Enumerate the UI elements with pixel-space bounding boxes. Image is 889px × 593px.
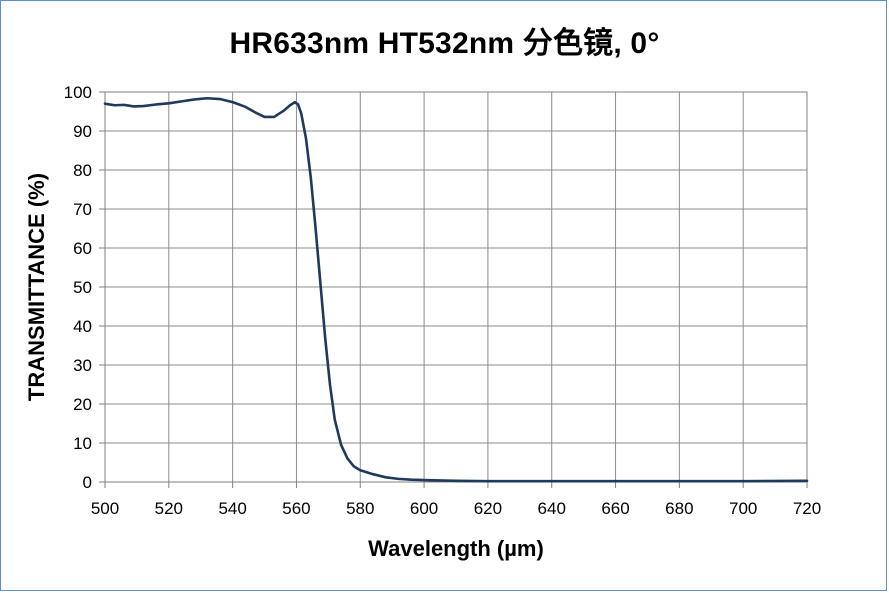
- x-tick-label: 700: [729, 499, 757, 518]
- x-axis: 500 520 540 560 580 600 620 640 660 680 700 720: [91, 482, 821, 518]
- series-line-transmittance: [103, 96, 809, 483]
- x-tick-label: 580: [346, 499, 374, 518]
- y-tick-label: 80: [73, 161, 92, 180]
- y-tick-label: 100: [64, 83, 92, 102]
- y-tick-label: 90: [73, 122, 92, 141]
- y-tick-label: 30: [73, 356, 92, 375]
- x-tick-label: 560: [282, 499, 310, 518]
- grid: [104, 91, 808, 483]
- x-tick-label: 640: [538, 499, 566, 518]
- x-tick-label: 600: [410, 499, 438, 518]
- y-axis-title: TRANSMITTANCE (%): [24, 173, 49, 401]
- y-tick-label: 50: [73, 278, 92, 297]
- y-tick-label: 40: [73, 317, 92, 336]
- x-tick-label: 520: [155, 499, 183, 518]
- x-tick-label: 660: [601, 499, 629, 518]
- y-tick-label: 10: [73, 434, 92, 453]
- x-tick-label: 500: [91, 499, 119, 518]
- series-group: [103, 96, 809, 483]
- x-tick-label: 680: [665, 499, 693, 518]
- y-tick-label: 0: [83, 473, 92, 492]
- x-tick-label: 540: [218, 499, 246, 518]
- x-tick-label: 620: [474, 499, 502, 518]
- x-axis-title: Wavelength (µm): [368, 536, 544, 561]
- y-tick-label: 70: [73, 200, 92, 219]
- chart-title: HR633nm HT532nm 分色镜, 0°: [229, 27, 660, 60]
- y-tick-label: 60: [73, 239, 92, 258]
- y-axis: 0 10 20 30 40 50 60 70 80 90 100: [64, 83, 105, 492]
- y-tick-label: 20: [73, 395, 92, 414]
- x-tick-label: 720: [793, 499, 821, 518]
